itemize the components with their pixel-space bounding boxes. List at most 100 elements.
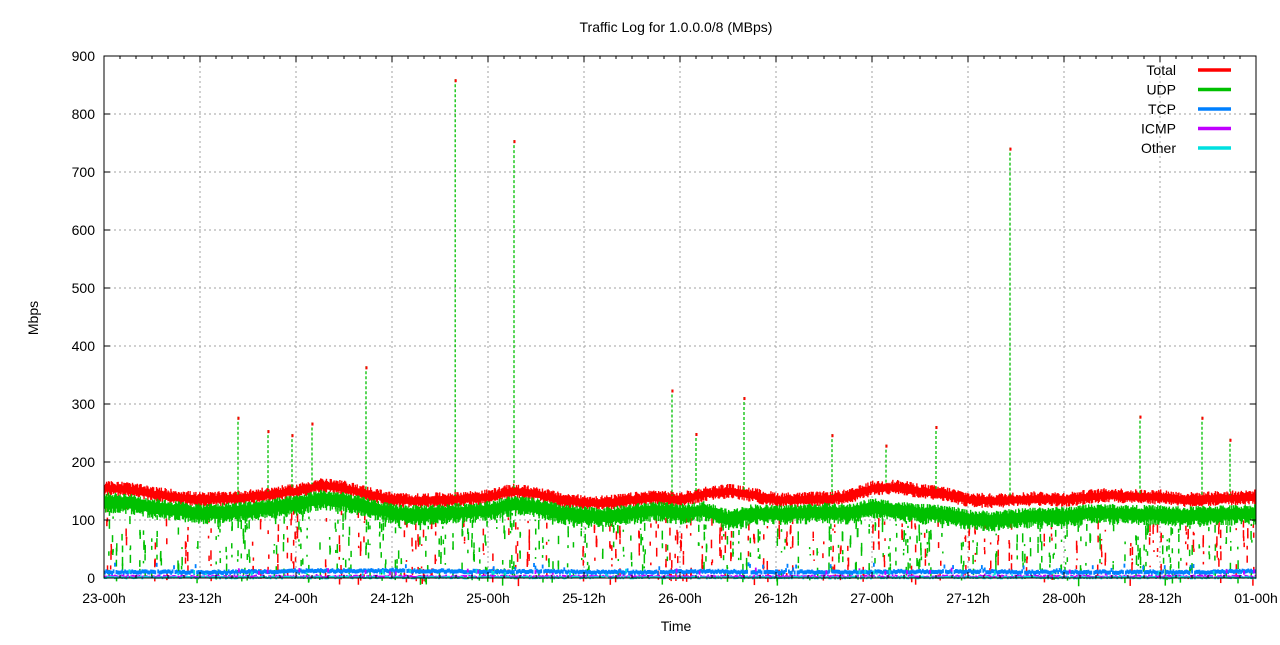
series-tcp-point: [785, 568, 787, 572]
dropout-point: [1080, 536, 1082, 541]
dropout-point: [1131, 558, 1133, 560]
dropout-point: [406, 560, 408, 562]
dropout-point: [484, 535, 486, 543]
dropout-point: [1187, 529, 1189, 538]
dropout-point: [237, 550, 239, 556]
dropout-point: [277, 554, 279, 563]
dropout-point: [1067, 557, 1069, 562]
dropout-point: [995, 553, 997, 562]
dropout-point: [329, 546, 331, 548]
series-tcp-point: [1190, 565, 1192, 569]
dropout-point: [125, 529, 127, 537]
dropout-point: [1064, 549, 1066, 551]
dropout-point: [750, 552, 752, 555]
dropout-point: [1251, 524, 1253, 526]
dropout-point: [874, 558, 876, 564]
dropout-point: [546, 555, 548, 560]
dropout-point: [283, 516, 285, 523]
series-tcp-point: [1090, 571, 1092, 575]
dropout-point: [1136, 555, 1138, 564]
dropout-point: [1218, 559, 1220, 567]
dropout-point: [918, 524, 920, 532]
dropout-point: [584, 534, 586, 540]
dropout-point: [1230, 527, 1232, 533]
dropout-point: [358, 533, 360, 537]
dropout-point: [112, 550, 114, 555]
dropout-point: [1040, 534, 1042, 542]
dropout-point: [798, 540, 800, 545]
series-tcp-point: [873, 563, 875, 567]
dropout-point: [907, 562, 909, 570]
dropout-point: [990, 561, 992, 569]
dropout-point: [440, 536, 442, 545]
dropout-point: [1246, 556, 1248, 563]
dropout-point: [809, 547, 811, 549]
dropout-point: [907, 539, 909, 543]
dropout-point: [298, 539, 300, 541]
dropout-point: [1220, 546, 1222, 549]
dropout-point: [267, 567, 269, 570]
dropout-point: [1186, 562, 1188, 565]
dropout-point: [502, 560, 504, 565]
dropout-point: [367, 539, 369, 545]
dropout-point: [889, 538, 891, 541]
dropout-point: [705, 525, 707, 530]
dropout-point: [984, 539, 986, 542]
dropout-point: [1203, 535, 1205, 543]
dropout-point: [462, 531, 464, 536]
dropout-point: [122, 546, 124, 553]
series-icmp-point: [365, 570, 367, 574]
dropout-point: [838, 545, 840, 548]
dropout-point: [342, 523, 344, 530]
dropout-point: [415, 540, 417, 549]
dropout-point: [535, 520, 537, 522]
dropout-point: [293, 540, 295, 546]
dropout-point: [1085, 563, 1087, 566]
dropout-point: [185, 550, 187, 556]
dropout-point: [502, 517, 504, 523]
dropout-point: [396, 559, 398, 564]
dropout-point: [306, 555, 308, 557]
dropout-point: [483, 553, 485, 555]
dropout-point: [1167, 539, 1169, 541]
series-icmp-point: [552, 573, 554, 575]
dropout-point: [245, 525, 247, 532]
dropout-point: [903, 549, 905, 551]
dropout-point: [286, 526, 288, 530]
dropout-point: [1168, 545, 1170, 549]
dropout-point: [1243, 536, 1245, 541]
dropout-point: [832, 529, 834, 531]
dropout-point: [1147, 528, 1149, 535]
dropout-point: [781, 529, 783, 532]
series-icmp-point: [825, 570, 827, 574]
dropout-point: [924, 533, 926, 538]
dropout-point: [927, 542, 929, 545]
dropout-point: [798, 566, 800, 569]
dropout-point: [1022, 553, 1024, 562]
series-tcp-point: [749, 564, 751, 568]
dropout-point: [231, 543, 233, 548]
dropout-point: [1178, 529, 1180, 533]
dropout-point: [298, 521, 300, 529]
dropout-point: [248, 520, 250, 529]
dropout-point: [732, 542, 734, 546]
dropout-point: [1220, 530, 1222, 538]
dropout-point: [1136, 536, 1138, 545]
dropout-point: [452, 547, 454, 549]
series-icmp-point: [676, 568, 678, 572]
dropout-point: [905, 539, 907, 545]
dropout-point: [298, 544, 300, 546]
dropout-point: [503, 525, 505, 533]
dropout-point: [473, 542, 475, 548]
dropout-point: [515, 522, 517, 529]
dropout-point: [1251, 540, 1253, 543]
dropout-point: [542, 537, 544, 543]
dropout-point: [111, 546, 113, 554]
series-tcp-point: [1141, 570, 1143, 574]
dropout-point: [510, 531, 512, 533]
dropout-point: [582, 546, 584, 552]
dropout-point: [817, 552, 819, 554]
dropout-point: [542, 555, 544, 558]
dropout-point: [1065, 535, 1067, 539]
dropout-point: [518, 578, 520, 586]
